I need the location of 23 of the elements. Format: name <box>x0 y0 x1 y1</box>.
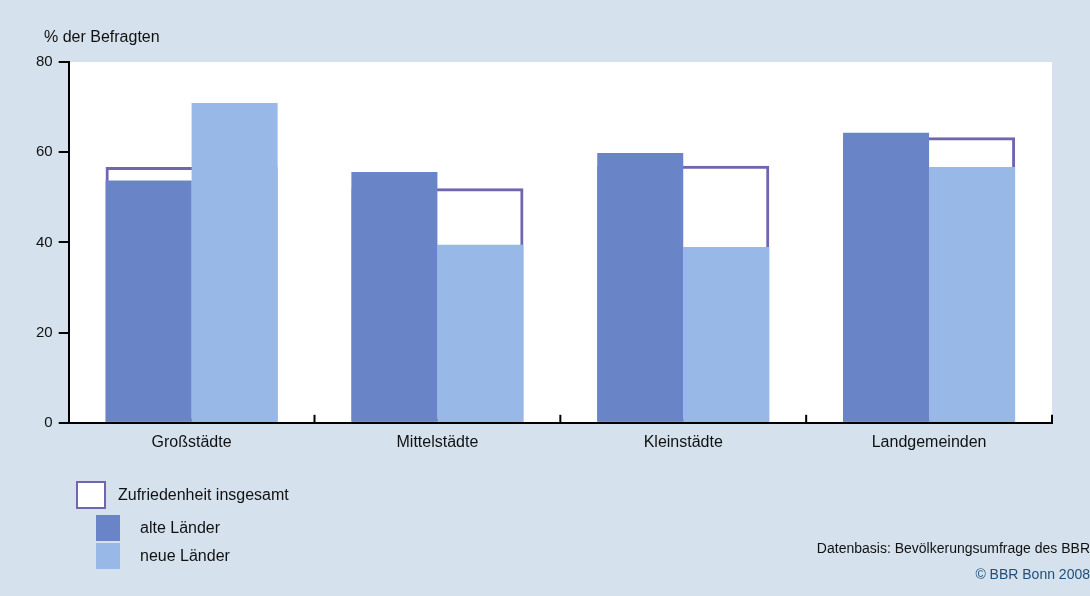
y-tick-label: 20 <box>36 322 53 340</box>
legend-label: alte Länder <box>140 519 221 537</box>
x-tick-label: Mittelstädte <box>396 432 479 450</box>
y-tick-label: 0 <box>44 412 53 430</box>
bar <box>683 246 770 422</box>
legend-label: neue Länder <box>140 547 230 565</box>
bar <box>191 103 278 422</box>
y-tick-label: 60 <box>36 142 53 160</box>
y-axis-title: % der Befragten <box>44 28 160 46</box>
text: © BBR Bonn 2008 <box>974 566 1090 584</box>
text: Datenbasis: Bevölkerungsumfrage des BBR <box>816 540 1090 558</box>
bar <box>105 180 192 422</box>
bar <box>437 244 524 422</box>
legend-label: Zufriedenheit insgesamt <box>118 486 289 504</box>
bar <box>597 153 684 422</box>
bar <box>351 172 438 422</box>
x-tick-label: Kleinstädte <box>643 432 723 450</box>
y-tick-label: 80 <box>36 52 53 70</box>
x-tick-label: Landgemeinden <box>871 432 987 450</box>
bar <box>929 167 1016 422</box>
bar <box>843 132 930 422</box>
x-tick-label: Großstädte <box>151 432 232 450</box>
y-tick-label: 40 <box>36 232 53 250</box>
